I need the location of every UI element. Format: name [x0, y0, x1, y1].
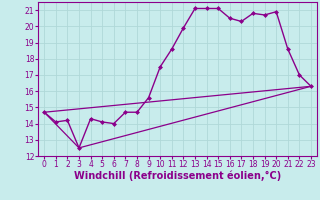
- X-axis label: Windchill (Refroidissement éolien,°C): Windchill (Refroidissement éolien,°C): [74, 171, 281, 181]
